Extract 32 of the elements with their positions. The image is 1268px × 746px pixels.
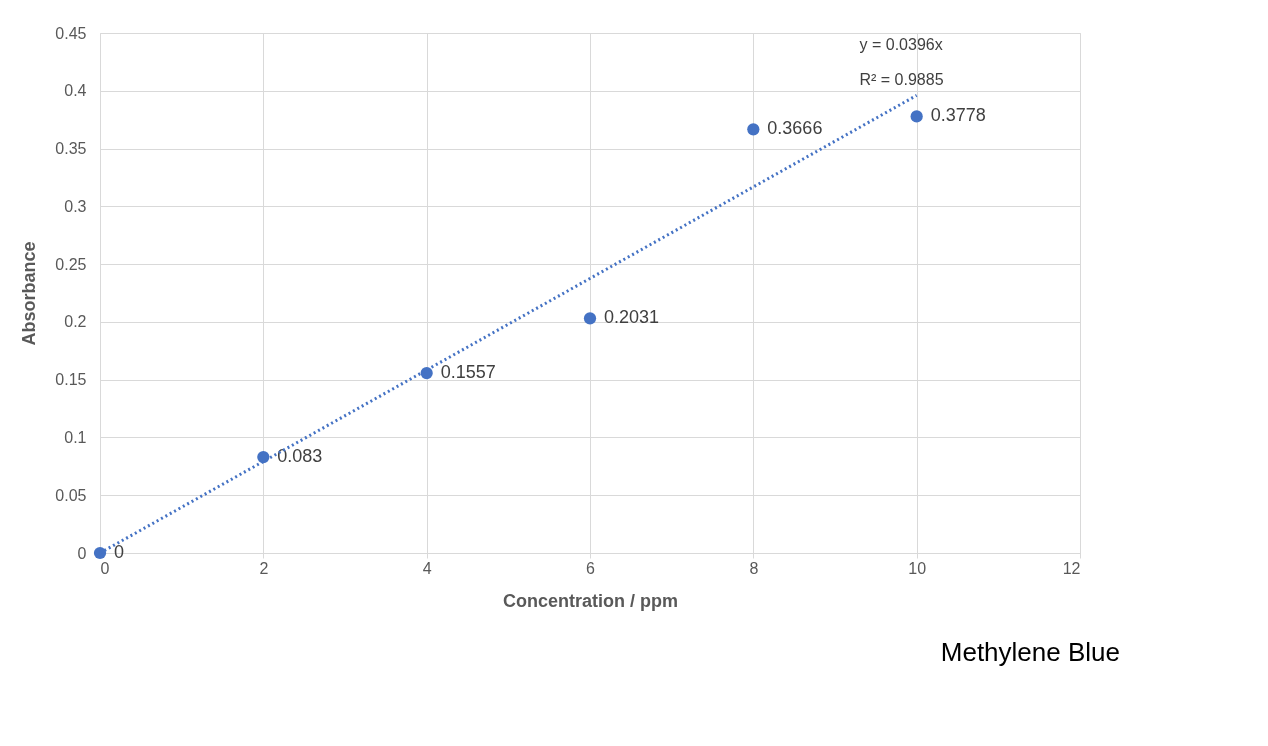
point bbox=[93, 546, 107, 560]
y-axis-title: Absorbance bbox=[19, 241, 40, 346]
x-tick-label: 10 bbox=[908, 559, 927, 577]
y-tick-label: 0.2 bbox=[64, 313, 87, 331]
data-label: 0.3666 bbox=[767, 118, 823, 139]
y-tick-label: 0.45 bbox=[55, 24, 87, 42]
point bbox=[910, 110, 923, 123]
text: Methylene Blue bbox=[940, 637, 1120, 667]
y-tick-label: 0.25 bbox=[55, 255, 87, 273]
y-tick-label: 0.3 bbox=[64, 197, 87, 215]
y-tick-label: 0.15 bbox=[55, 371, 87, 389]
x-axis-title: Concentration / ppm bbox=[503, 590, 678, 611]
y-tick-label: 0.35 bbox=[55, 140, 87, 158]
x-tick-label: 6 bbox=[586, 559, 596, 577]
data-label: 0.083 bbox=[277, 446, 323, 467]
point bbox=[747, 123, 760, 136]
y-tick-label: 0 bbox=[77, 544, 87, 562]
annotation: y = 0.0396x bbox=[859, 36, 943, 53]
data-label: 0 bbox=[114, 542, 125, 562]
x-tick-label: 2 bbox=[259, 559, 269, 577]
y-tick-label: 0.05 bbox=[55, 486, 87, 504]
data-label: 0.2031 bbox=[604, 307, 660, 328]
x-tick-label: 8 bbox=[749, 559, 759, 577]
annotation: R² = 0.9885 bbox=[859, 71, 944, 88]
point bbox=[583, 312, 597, 325]
y-tick-label: 0.1 bbox=[64, 428, 87, 446]
data-label: 0.3778 bbox=[930, 105, 986, 126]
x-tick-label: 4 bbox=[422, 559, 432, 577]
data-label: 0.1557 bbox=[440, 362, 496, 383]
y-tick-label: 0.4 bbox=[64, 82, 87, 100]
x-tick-label: 12 bbox=[1062, 559, 1081, 577]
x-tick-label: 0 bbox=[100, 559, 110, 577]
